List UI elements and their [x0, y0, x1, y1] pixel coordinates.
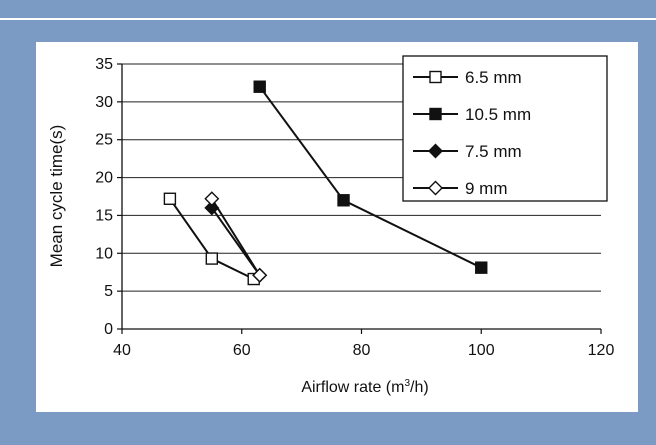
data-point-open-diamond: [252, 267, 268, 283]
data-point-open-square: [163, 192, 177, 205]
data-point-filled-diamond: [204, 200, 220, 216]
x-tick-label: 120: [588, 342, 615, 359]
data-point-filled-square: [253, 80, 266, 93]
legend: 6.5 mm 10.5 mm 7.5 mm 9 mm: [402, 55, 608, 202]
legend-label: 9 mm: [465, 179, 508, 198]
series-line-3: [210, 198, 261, 276]
data-point-filled-square: [475, 261, 488, 274]
y-tick-label: 20: [95, 170, 113, 187]
legend-marker: [428, 180, 443, 196]
legend-label: 7.5 mm: [465, 142, 522, 161]
y-axis-label: Mean cycle time(s): [47, 125, 66, 268]
legend-marker: [429, 107, 442, 121]
legend-marker: [429, 70, 442, 84]
y-tick-label: 5: [104, 283, 113, 300]
legend-marker: [428, 143, 443, 159]
x-tick-label: 40: [113, 342, 131, 359]
y-tick-label: 10: [95, 245, 113, 262]
axes: 0 5 10 15 20 25 30 35 40 60 80 100 120: [95, 56, 614, 359]
y-tick-label: 25: [95, 132, 113, 149]
y-tick-label: 15: [95, 207, 113, 224]
x-axis-label: Airflow rate (m3/h): [301, 378, 428, 396]
y-tick-label: 30: [95, 94, 113, 111]
x-tick-label: 80: [353, 342, 371, 359]
data-series: [163, 80, 488, 286]
header-rule: [0, 18, 656, 20]
data-point-filled-square: [337, 194, 350, 207]
data-point-open-diamond: [204, 191, 220, 207]
data-point-open-square: [205, 252, 219, 265]
x-tick-label: 100: [468, 342, 495, 359]
x-tick-label: 60: [233, 342, 251, 359]
legend-label: 10.5 mm: [465, 105, 531, 124]
legend-label: 6.5 mm: [465, 68, 522, 87]
y-tick-label: 0: [104, 321, 113, 338]
y-tick-label: 35: [95, 56, 113, 73]
